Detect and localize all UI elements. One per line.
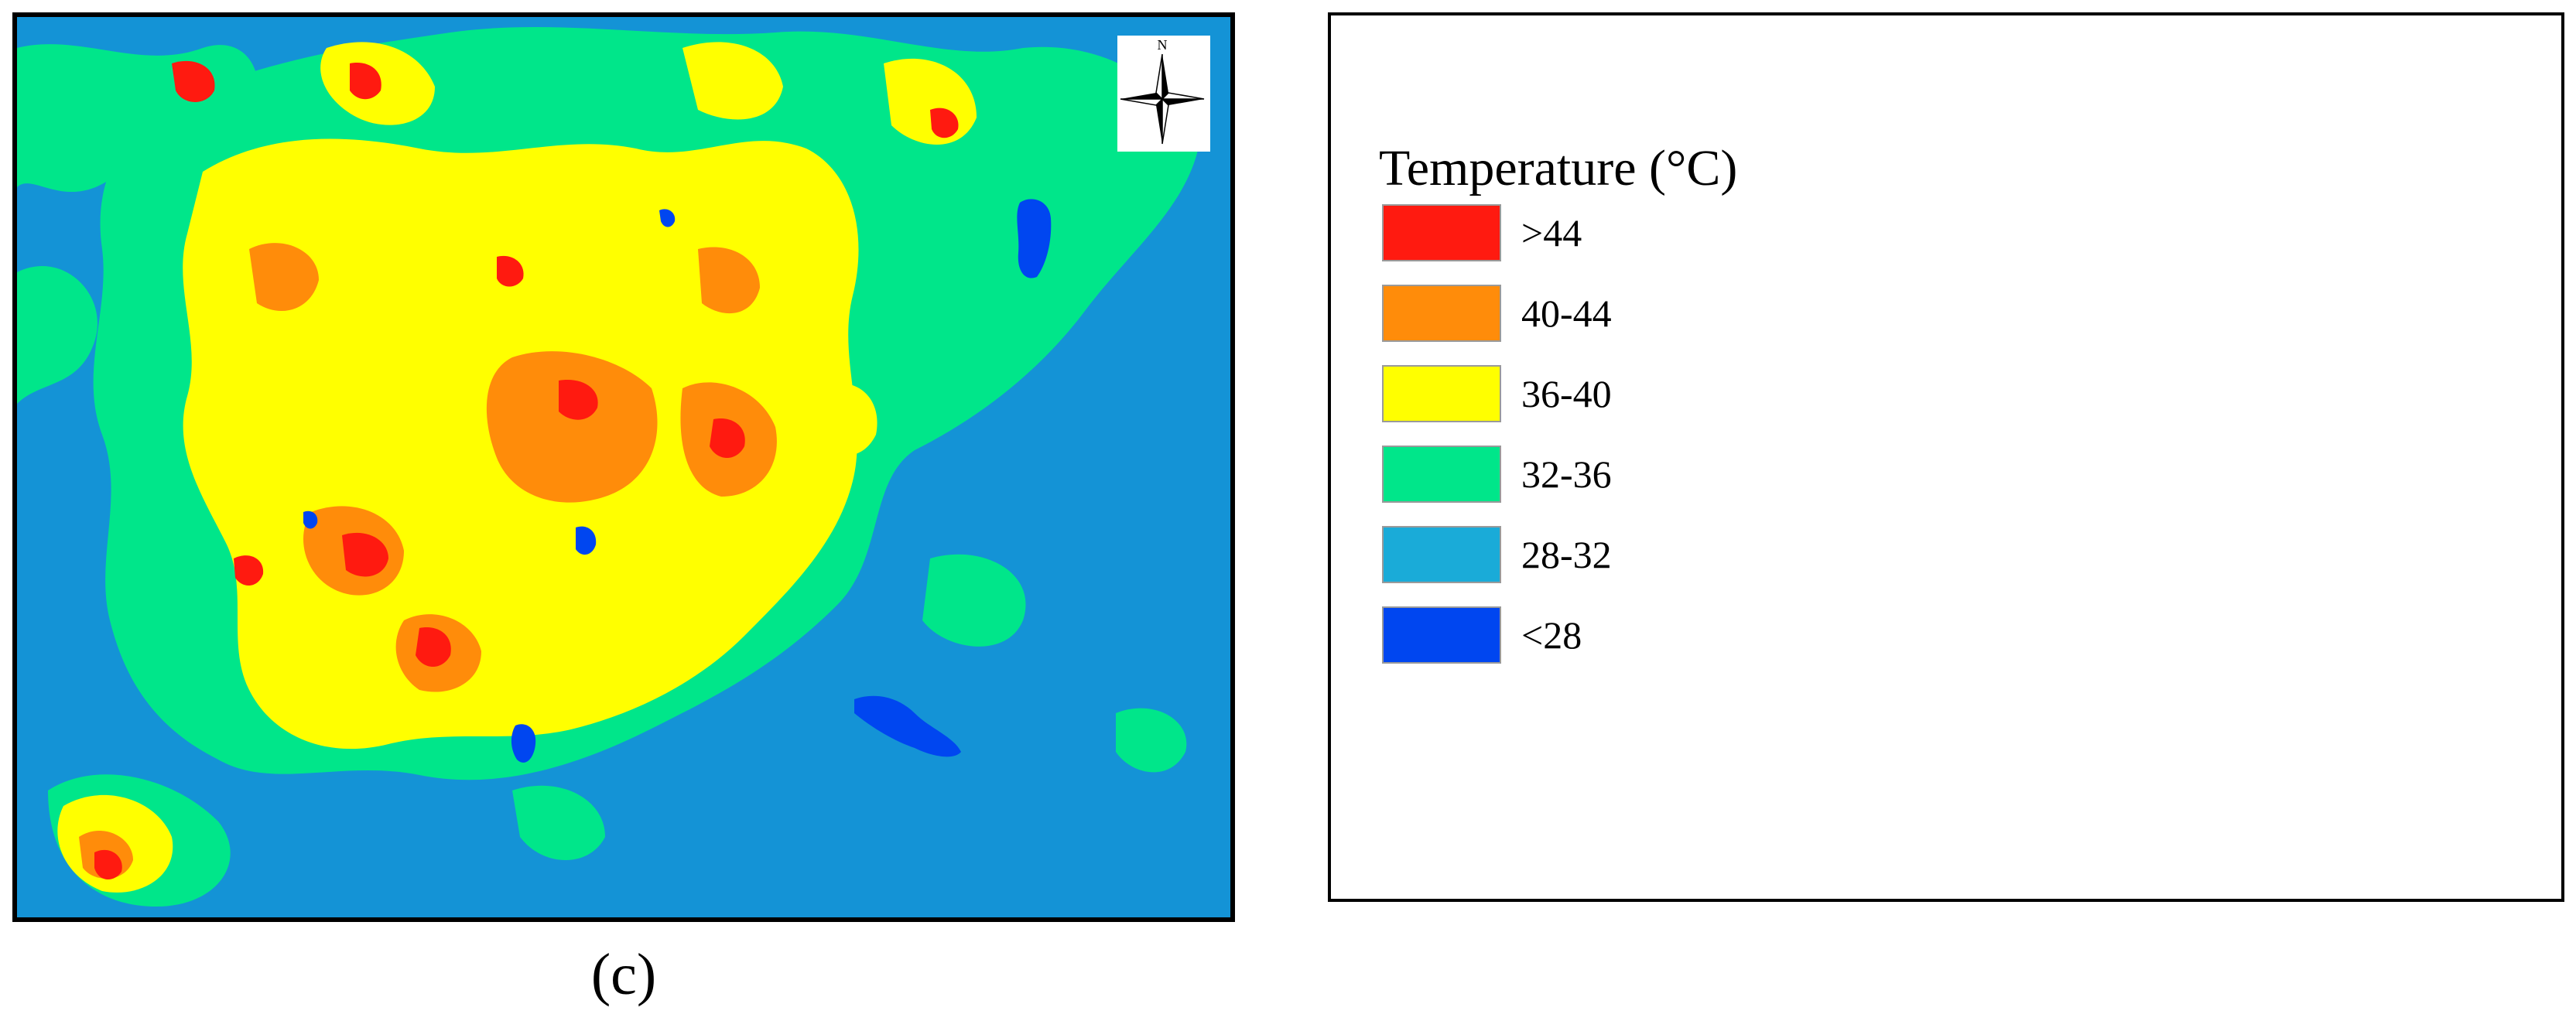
temperature-map: N — [12, 12, 1235, 922]
class-under-28-area — [303, 199, 1052, 763]
land-surface-temperature-raster — [17, 17, 1230, 917]
compass-north-label: N — [1158, 37, 1168, 53]
north-arrow: N — [1117, 36, 1210, 152]
legend-label: 40-44 — [1521, 292, 1612, 335]
legend-swatch — [1382, 446, 1501, 503]
legend-label: >44 — [1521, 211, 1582, 254]
legend-label: 36-40 — [1521, 372, 1612, 415]
class-over-44-area — [94, 60, 959, 880]
legend-swatch — [1382, 606, 1501, 664]
legend-label: 28-32 — [1521, 533, 1612, 576]
legend-swatch — [1382, 526, 1501, 583]
compass-rose-icon: N — [1120, 37, 1205, 145]
legend: Temperature (°C) >44 40-44 36-40 32-36 28-32… — [1328, 12, 2564, 902]
legend-title: Temperature (°C) — [1379, 140, 1738, 196]
legend-swatch — [1382, 204, 1501, 261]
legend-label: 32-36 — [1521, 452, 1612, 496]
legend-label: <28 — [1521, 613, 1582, 657]
legend-swatch — [1382, 285, 1501, 342]
legend-swatch — [1382, 365, 1501, 422]
panel-label: (c) — [590, 942, 657, 1007]
